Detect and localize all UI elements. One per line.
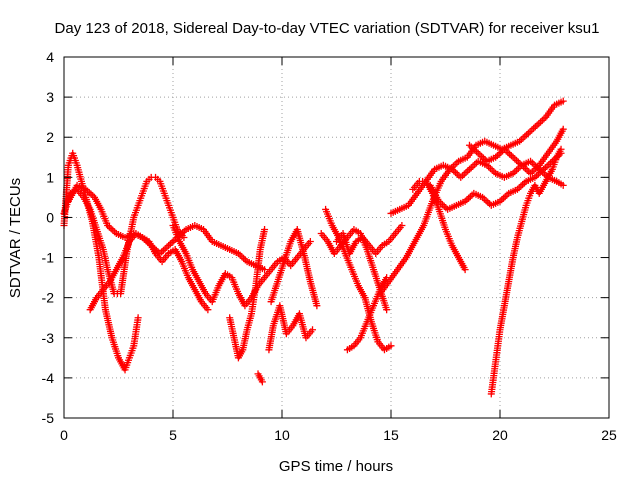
y-tick-label: -2 (42, 290, 55, 306)
points-layer (60, 97, 567, 398)
x-tick-label: 5 (169, 427, 177, 443)
y-tick-label: 4 (46, 49, 54, 65)
y-tick-label: 1 (46, 169, 54, 185)
series-sat-h (267, 225, 321, 310)
x-axis-title: GPS time / hours (279, 458, 393, 475)
data-point-markers (317, 225, 391, 314)
series-sat-k (333, 221, 406, 258)
x-tick-label: 0 (60, 427, 68, 443)
x-tick-label: 15 (383, 427, 399, 443)
data-point-markers (169, 221, 314, 310)
plot-frame (63, 56, 610, 419)
y-tick-label: 3 (46, 89, 54, 105)
data-point-markers (487, 145, 565, 398)
series-sat-s (465, 125, 567, 177)
x-tick-label: 25 (601, 427, 617, 443)
y-tick-label: 0 (46, 209, 54, 225)
series-sat-l (317, 225, 391, 314)
y-tick-label: -3 (42, 330, 55, 346)
data-point-markers (86, 229, 212, 314)
data-point-markers (226, 225, 269, 362)
data-point-markers (333, 221, 406, 258)
x-tick-label: 20 (492, 427, 508, 443)
data-point-markers (267, 225, 321, 310)
chart-title: Day 123 of 2018, Sidereal Day-to-day VTE… (55, 20, 600, 37)
ticks-layer (63, 56, 610, 419)
data-point-markers (265, 302, 317, 354)
series-sat-q (409, 177, 469, 274)
data-point-markers (254, 370, 266, 386)
labels-layer: -5 -4 -3 -2 -1 0 1 2 3 4 0 5 10 15 20 25 (42, 49, 617, 443)
series-sat-e (169, 221, 314, 310)
data-point-markers (409, 177, 469, 274)
grid-layer (64, 57, 609, 418)
x-tick-label: 10 (274, 427, 290, 443)
y-tick-label: -5 (42, 410, 55, 426)
series-sat-r (487, 145, 565, 398)
data-point-markers (376, 97, 567, 298)
y-tick-label: 2 (46, 129, 54, 145)
data-point-markers (465, 125, 567, 177)
series-sat-g (254, 370, 266, 386)
series-sat-n (376, 97, 567, 298)
series-sat-i (265, 302, 317, 354)
y-tick-label: -4 (42, 370, 55, 386)
y-tick-label: -1 (42, 250, 55, 266)
y-axis-title: SDTVAR / TECUs (7, 178, 24, 298)
series-sat-f (226, 225, 269, 362)
series-sat-d (86, 229, 212, 314)
